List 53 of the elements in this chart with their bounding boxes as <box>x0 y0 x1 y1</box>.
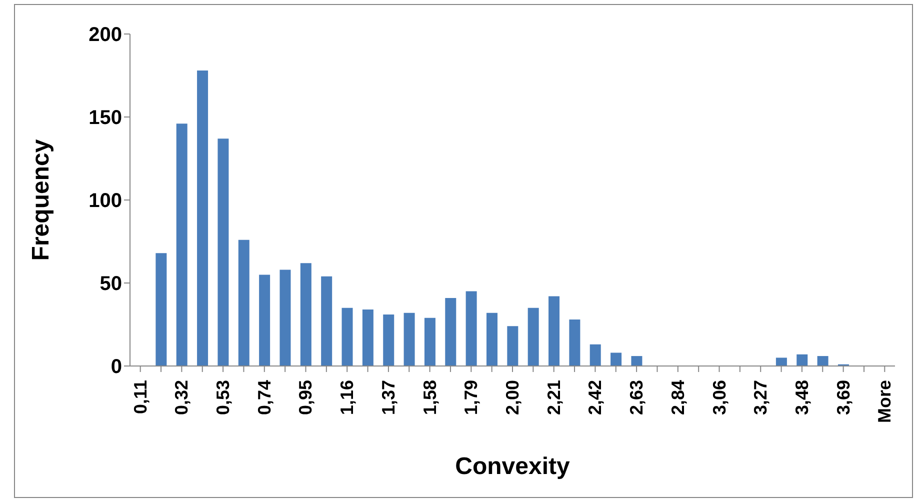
x-tick-label: 0,95 <box>296 380 316 416</box>
y-tick-label: 150 <box>88 107 122 130</box>
x-axis-title: Convexity <box>455 453 571 480</box>
bar <box>176 124 188 366</box>
y-tick-label: 50 <box>100 273 122 296</box>
y-axis-title: Frequency <box>28 138 55 261</box>
bar <box>383 314 394 366</box>
bar <box>300 263 312 366</box>
bar <box>238 240 250 366</box>
x-tick-label: 0,53 <box>213 380 234 416</box>
x-tick-label: 3,69 <box>833 380 854 416</box>
y-tick-label: 100 <box>88 190 122 212</box>
bar <box>631 356 642 366</box>
x-tick-label: 3,48 <box>792 380 812 416</box>
bar <box>776 358 787 366</box>
bar <box>486 312 498 366</box>
bar <box>528 308 539 366</box>
bar <box>590 344 601 366</box>
bar <box>404 312 415 366</box>
x-tick-label: 0,32 <box>172 380 192 416</box>
bar <box>362 310 374 366</box>
bar <box>259 274 270 366</box>
bar <box>796 354 808 366</box>
x-tick-label: 1,79 <box>461 380 482 416</box>
bar <box>342 308 353 366</box>
bar <box>424 318 436 366</box>
bar <box>445 298 456 366</box>
x-tick-label: 0,74 <box>254 380 274 416</box>
bar <box>218 138 229 366</box>
bar <box>610 352 622 366</box>
x-tick-label: 2,63 <box>626 380 647 416</box>
x-tick-label: 1,58 <box>420 380 440 416</box>
x-tick-label: 2,21 <box>544 380 564 416</box>
x-tick-label: More <box>874 380 895 424</box>
x-tick-label: 1,37 <box>378 380 398 416</box>
bar <box>156 253 167 366</box>
bar <box>466 291 477 366</box>
bar <box>280 270 291 366</box>
bar <box>507 326 518 366</box>
x-tick-label: 2,00 <box>502 380 522 416</box>
x-tick-label: 3,27 <box>750 380 771 416</box>
x-tick-label: 3,06 <box>709 380 730 416</box>
x-tick-label: 1,16 <box>337 380 358 416</box>
bar <box>548 296 560 366</box>
x-tick-label: 2,84 <box>668 380 688 416</box>
x-tick-label: 2,42 <box>585 380 606 416</box>
bar <box>569 320 580 366</box>
y-tick-label: 0 <box>110 356 122 378</box>
bar <box>817 356 828 366</box>
y-tick-label: 200 <box>88 24 122 46</box>
bar <box>197 70 208 366</box>
bar <box>321 276 332 366</box>
x-tick-label: 0,11 <box>130 380 150 414</box>
